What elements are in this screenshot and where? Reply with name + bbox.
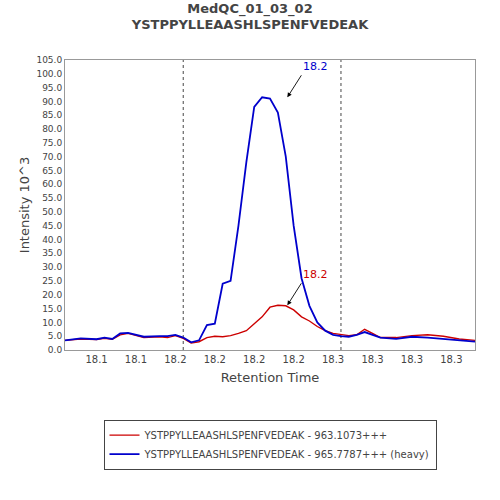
svg-text:105.0: 105.0: [36, 55, 62, 65]
svg-text:0.0: 0.0: [48, 345, 63, 355]
svg-text:18.3: 18.3: [322, 354, 344, 365]
svg-text:50.0: 50.0: [42, 207, 62, 217]
svg-text:18.2: 18.2: [303, 60, 328, 73]
svg-text:100.0: 100.0: [36, 69, 62, 79]
svg-text:90.0: 90.0: [42, 97, 62, 107]
svg-text:18.2: 18.2: [243, 354, 265, 365]
svg-text:20.0: 20.0: [42, 290, 62, 300]
svg-text:18.1: 18.1: [125, 354, 147, 365]
svg-text:75.0: 75.0: [42, 138, 62, 148]
svg-text:YSTPPYLLEAASHLSPENFVEDEAK - 96: YSTPPYLLEAASHLSPENFVEDEAK - 965.7787+++ …: [144, 449, 429, 460]
svg-text:95.0: 95.0: [42, 83, 62, 93]
svg-text:18.3: 18.3: [361, 354, 383, 365]
svg-text:18.3: 18.3: [401, 354, 423, 365]
svg-text:YSTPPYLLEAASHLSPENFVEDEAK - 96: YSTPPYLLEAASHLSPENFVEDEAK - 963.1073+++: [144, 430, 388, 441]
svg-text:30.0: 30.0: [42, 262, 62, 272]
svg-text:Intensity 10^3: Intensity 10^3: [17, 157, 32, 253]
svg-text:25.0: 25.0: [42, 276, 62, 286]
svg-text:55.0: 55.0: [42, 193, 62, 203]
svg-text:18.2: 18.2: [204, 354, 226, 365]
svg-text:18.1: 18.1: [85, 354, 107, 365]
svg-text:MedQC_01_03_02YSTPPYLLEAASHLSP: MedQC_01_03_02YSTPPYLLEAASHLSPENFVEDEAK: [131, 1, 369, 33]
svg-text:65.0: 65.0: [42, 166, 62, 176]
svg-text:45.0: 45.0: [42, 221, 62, 231]
svg-text:18.2: 18.2: [303, 268, 328, 281]
svg-text:15.0: 15.0: [42, 304, 62, 314]
svg-text:85.0: 85.0: [42, 110, 62, 120]
svg-text:70.0: 70.0: [42, 152, 62, 162]
svg-text:18.2: 18.2: [283, 354, 305, 365]
svg-text:10.0: 10.0: [42, 318, 62, 328]
svg-text:5.0: 5.0: [48, 331, 63, 341]
svg-text:40.0: 40.0: [42, 235, 62, 245]
svg-text:60.0: 60.0: [42, 179, 62, 189]
svg-text:80.0: 80.0: [42, 124, 62, 134]
svg-text:18.3: 18.3: [440, 354, 462, 365]
svg-text:Retention Time: Retention Time: [221, 370, 320, 385]
svg-text:35.0: 35.0: [42, 248, 62, 258]
svg-text:18.2: 18.2: [164, 354, 186, 365]
